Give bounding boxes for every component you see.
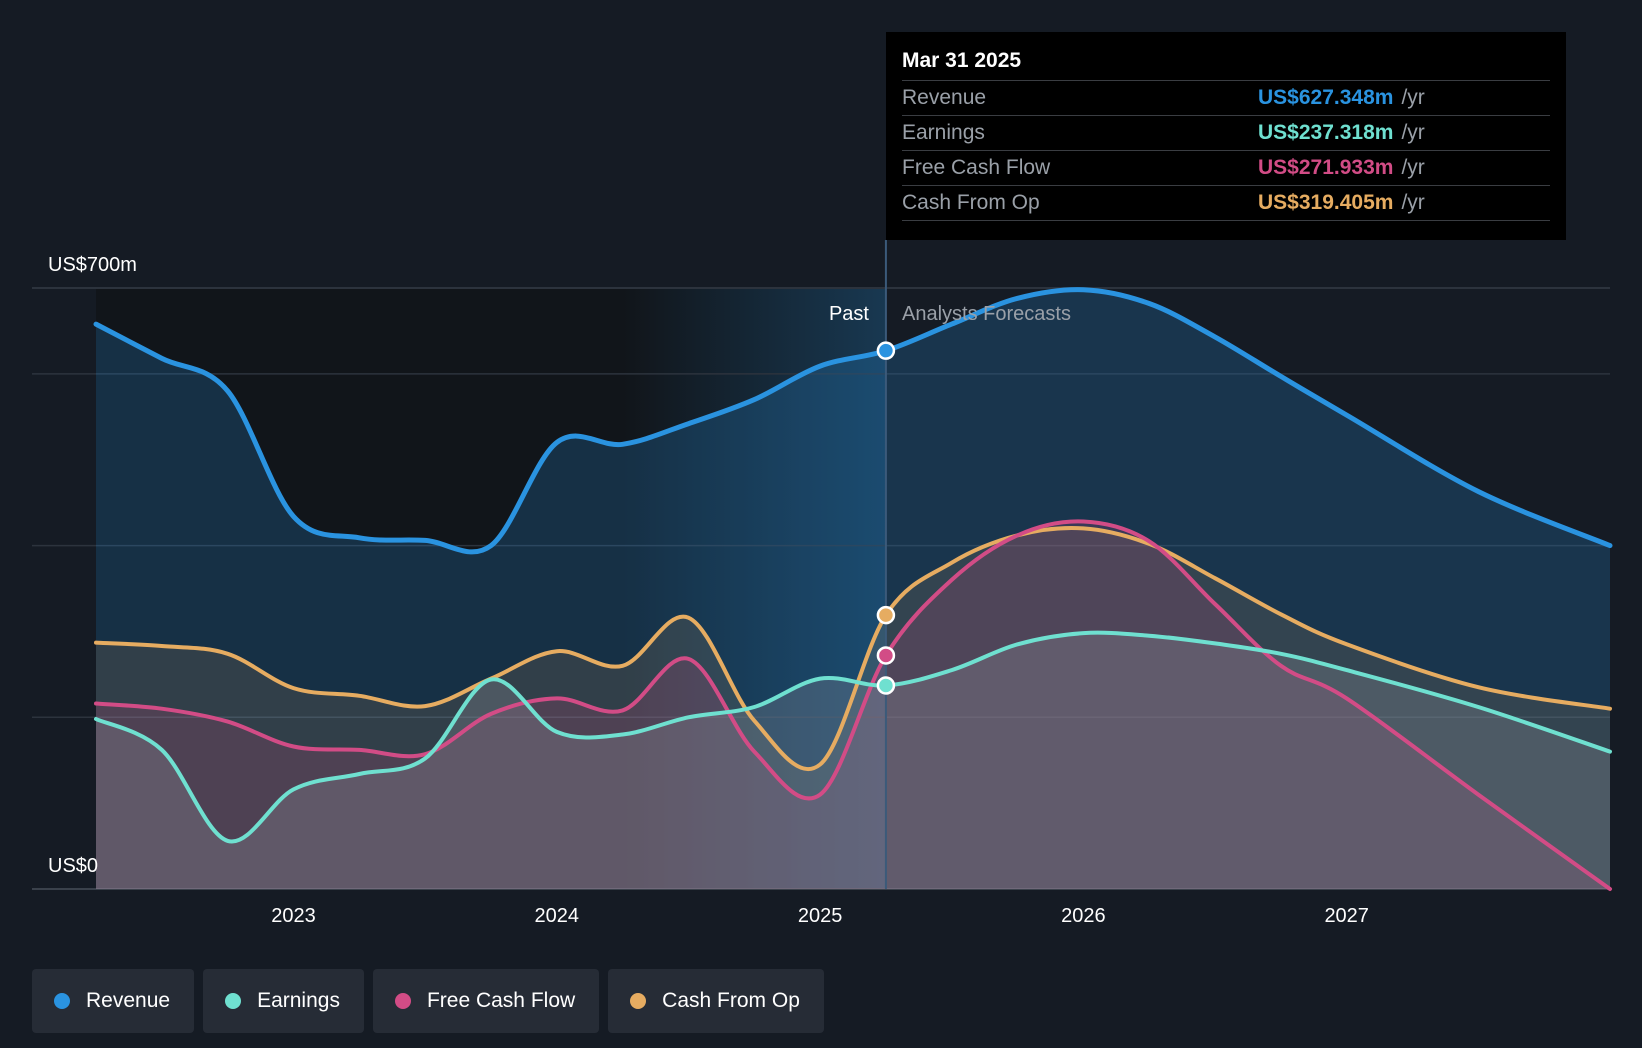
y-axis-bottom-label: US$0 bbox=[48, 855, 98, 877]
tooltip-row-revenue: Revenue US$627.348m /yr bbox=[902, 80, 1550, 115]
hover-markers bbox=[876, 341, 896, 695]
tooltip-cfo-unit: /yr bbox=[1401, 191, 1425, 214]
legend-item-cfo[interactable]: Cash From Op bbox=[608, 969, 824, 1033]
marker-cfo bbox=[876, 605, 896, 625]
x-tick-label: 2025 bbox=[798, 905, 843, 927]
x-tick-label: 2027 bbox=[1324, 905, 1369, 927]
tooltip-row-earnings: Earnings US$237.318m /yr bbox=[902, 115, 1550, 150]
past-label: Past bbox=[829, 303, 869, 325]
marker-fcf bbox=[876, 646, 896, 665]
tooltip-revenue-unit: /yr bbox=[1401, 86, 1425, 109]
legend-dot-revenue bbox=[54, 993, 70, 1009]
tooltip-cfo-value: US$319.405m bbox=[1258, 191, 1394, 214]
legend: Revenue Earnings Free Cash Flow Cash Fro… bbox=[32, 969, 824, 1033]
past-highlight-band bbox=[623, 288, 886, 889]
tooltip-revenue-name: Revenue bbox=[902, 86, 987, 109]
area-fcf bbox=[96, 521, 1610, 889]
y-axis-top-label: US$700m bbox=[48, 254, 137, 276]
tooltip-fcf-unit: /yr bbox=[1401, 156, 1425, 179]
area-earnings bbox=[96, 632, 1610, 889]
legend-label-cfo: Cash From Op bbox=[662, 989, 800, 1012]
legend-item-revenue[interactable]: Revenue bbox=[32, 969, 195, 1033]
tooltip-row-cfo: Cash From Op US$319.405m /yr bbox=[902, 185, 1550, 221]
legend-dot-fcf bbox=[394, 993, 411, 1009]
gridlines bbox=[32, 287, 1610, 890]
series-line-revenue bbox=[93, 287, 1613, 555]
tooltip: Mar 31 2025 Revenue US$627.348m /yr Earn… bbox=[886, 32, 1566, 240]
legend-dot-earnings bbox=[225, 993, 242, 1009]
marker-revenue bbox=[876, 341, 896, 360]
legend-dot-cfo bbox=[630, 993, 647, 1009]
marker-earnings bbox=[876, 676, 896, 695]
x-tick-label: 2024 bbox=[535, 905, 580, 927]
tooltip-date: Mar 31 2025 bbox=[902, 49, 1022, 72]
tooltip-fcf-name: Free Cash Flow bbox=[902, 156, 1051, 179]
tooltip-earnings-name: Earnings bbox=[902, 121, 985, 144]
x-tick-label: 2023 bbox=[271, 905, 316, 927]
forecast-label: Analysts Forecasts bbox=[902, 303, 1071, 325]
series-line-cfo bbox=[94, 526, 1612, 772]
tooltip-earnings-value: US$237.318m bbox=[1258, 121, 1394, 144]
legend-label-earnings: Earnings bbox=[257, 989, 340, 1012]
tooltip-row-fcf: Free Cash Flow US$271.933m /yr bbox=[902, 150, 1550, 185]
series-lines bbox=[93, 287, 1613, 891]
area-revenue bbox=[96, 289, 1610, 889]
tooltip-earnings-unit: /yr bbox=[1401, 121, 1425, 144]
legend-label-fcf: Free Cash Flow bbox=[426, 989, 576, 1012]
tooltip-cfo-name: Cash From Op bbox=[902, 191, 1040, 214]
tooltip-fcf-value: US$271.933m bbox=[1258, 156, 1394, 179]
series-line-fcf bbox=[94, 519, 1612, 891]
x-axis-ticks: 2023 2024 2025 2026 2027 bbox=[271, 905, 1369, 927]
tooltip-revenue-value: US$627.348m bbox=[1258, 86, 1394, 109]
legend-item-earnings[interactable]: Earnings bbox=[203, 969, 364, 1033]
legend-label-revenue: Revenue bbox=[86, 989, 171, 1012]
series-line-earnings bbox=[94, 630, 1612, 844]
x-tick-label: 2026 bbox=[1061, 905, 1106, 927]
legend-item-fcf[interactable]: Free Cash Flow bbox=[372, 969, 600, 1033]
